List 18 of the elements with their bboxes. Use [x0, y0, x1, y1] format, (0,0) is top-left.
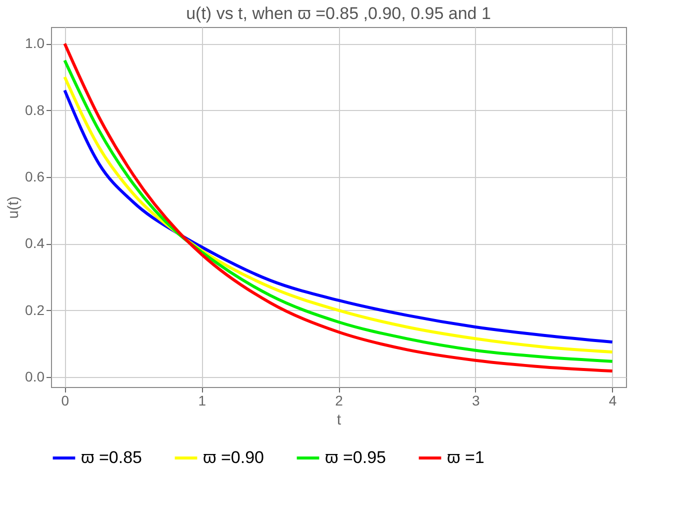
- legend-label: ϖ =0.95: [325, 448, 386, 467]
- y-tick-label: 0.8: [25, 102, 45, 118]
- y-axis-title: u(t): [5, 196, 22, 219]
- x-tick-label: 1: [198, 392, 206, 408]
- y-tick-label: 0.0: [25, 368, 45, 384]
- y-tick-label: 0.2: [25, 302, 45, 318]
- legend-label: ϖ =0.85: [81, 448, 142, 467]
- y-tick-label: 1.0: [25, 35, 45, 52]
- legend-label: ϖ =1: [447, 448, 484, 467]
- x-axis-title: t: [336, 412, 342, 428]
- x-tick-label: 4: [608, 392, 617, 408]
- chart-title: u(t) vs t, when ϖ =0.85 ,0.90, 0.95 and 1: [186, 4, 491, 23]
- x-tick-label: 2: [335, 392, 344, 408]
- y-tick-label: 0.4: [25, 235, 45, 252]
- x-tick-label: 0: [61, 392, 70, 408]
- y-tick-label: 0.6: [25, 168, 45, 184]
- x-tick-label: 3: [472, 392, 480, 408]
- legend-label: ϖ =0.90: [203, 448, 264, 467]
